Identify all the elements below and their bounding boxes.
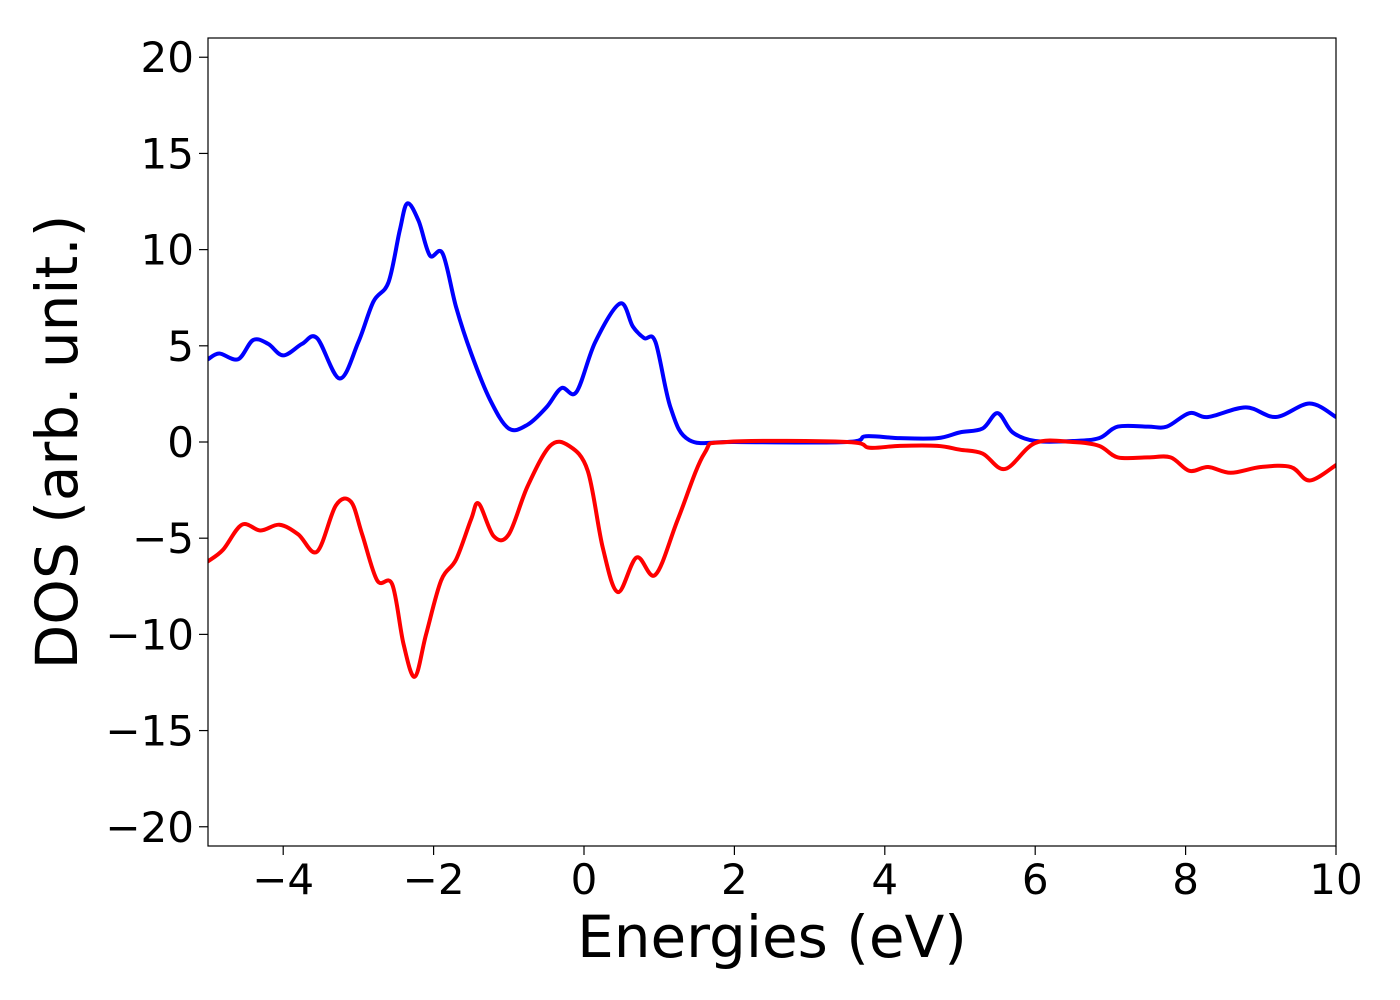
y-tick-label: −15 (105, 707, 194, 756)
dos-series-down-line (208, 438, 1336, 679)
y-tick-label: 0 (167, 418, 194, 467)
x-axis-title: Energies (eV) (577, 903, 967, 971)
y-tick-label: 10 (141, 226, 194, 275)
series-layer (208, 201, 1336, 679)
y-axis-title: DOS (arb. unit.) (23, 215, 91, 670)
x-axis: −4 −2 0 2 4 6 8 10 (252, 846, 1363, 904)
x-tick-label: −4 (252, 855, 314, 904)
y-tick-label: 20 (141, 33, 194, 82)
dos-series-up-line (208, 201, 1336, 446)
y-tick-label: 15 (141, 129, 194, 178)
x-tick-label: 4 (871, 855, 898, 904)
x-tick-label: 10 (1309, 855, 1362, 904)
y-tick-label: −20 (105, 803, 194, 852)
y-tick-label: 5 (167, 322, 194, 371)
y-tick-label: −10 (105, 610, 194, 659)
y-tick-label: −5 (132, 514, 194, 563)
x-tick-label: 0 (571, 855, 598, 904)
x-tick-label: 8 (1172, 855, 1199, 904)
x-tick-label: 2 (721, 855, 748, 904)
x-tick-label: −2 (403, 855, 465, 904)
y-axis: −20 −15 −10 −5 0 5 10 15 20 (105, 33, 208, 852)
plot-area (207, 37, 1337, 847)
x-tick-label: 6 (1022, 855, 1049, 904)
